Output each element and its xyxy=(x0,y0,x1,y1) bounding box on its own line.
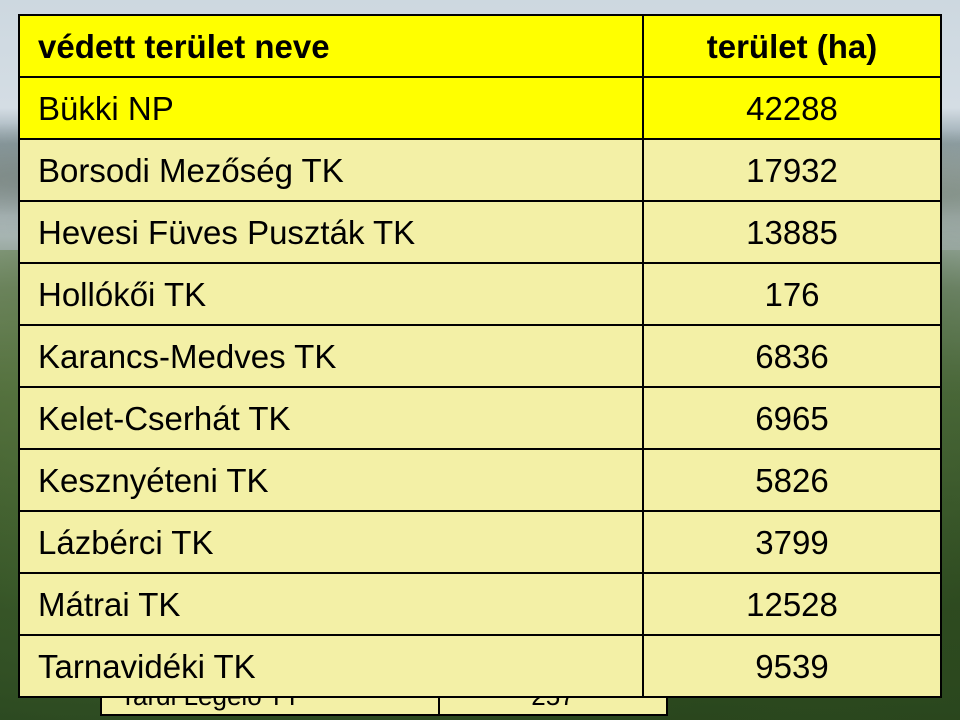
cell-area: 6836 xyxy=(643,325,941,387)
table-row: Mátrai TK 12528 xyxy=(19,573,941,635)
cell-name: Mátrai TK xyxy=(19,573,643,635)
cell-name: Hollókői TK xyxy=(19,263,643,325)
table-row: Tarnavidéki TK 9539 xyxy=(19,635,941,697)
table-row: Borsodi Mezőség TK 17932 xyxy=(19,139,941,201)
table-header-row: védett terület neve terület (ha) xyxy=(19,15,941,77)
cell-area: 42288 xyxy=(643,77,941,139)
table-row: Hevesi Füves Puszták TK 13885 xyxy=(19,201,941,263)
cell-name: Tarnavidéki TK xyxy=(19,635,643,697)
table-row: Karancs-Medves TK 6836 xyxy=(19,325,941,387)
table-row: Hollókői TK 176 xyxy=(19,263,941,325)
cell-name: Bükki NP xyxy=(19,77,643,139)
cell-name: Borsodi Mezőség TK xyxy=(19,139,643,201)
cell-area: 176 xyxy=(643,263,941,325)
col-name-header: védett terület neve xyxy=(19,15,643,77)
main-table: védett terület neve terület (ha) Bükki N… xyxy=(18,14,942,698)
cell-area: 6965 xyxy=(643,387,941,449)
cell-name: Kelet-Cserhát TK xyxy=(19,387,643,449)
cell-area: 12528 xyxy=(643,573,941,635)
cell-area: 9539 xyxy=(643,635,941,697)
cell-name: Hevesi Füves Puszták TK xyxy=(19,201,643,263)
cell-area: 5826 xyxy=(643,449,941,511)
cell-area: 3799 xyxy=(643,511,941,573)
cell-name: Lázbérci TK xyxy=(19,511,643,573)
table-row: Lázbérci TK 3799 xyxy=(19,511,941,573)
table-row: Bükki NP 42288 xyxy=(19,77,941,139)
slide-stage: Tardi Legelő TT 257 védett terület neve … xyxy=(0,0,960,720)
cell-area: 13885 xyxy=(643,201,941,263)
table-row: Kesznyéteni TK 5826 xyxy=(19,449,941,511)
cell-area: 17932 xyxy=(643,139,941,201)
table-row: Kelet-Cserhát TK 6965 xyxy=(19,387,941,449)
cell-name: Kesznyéteni TK xyxy=(19,449,643,511)
col-area-header: terület (ha) xyxy=(643,15,941,77)
cell-name: Karancs-Medves TK xyxy=(19,325,643,387)
